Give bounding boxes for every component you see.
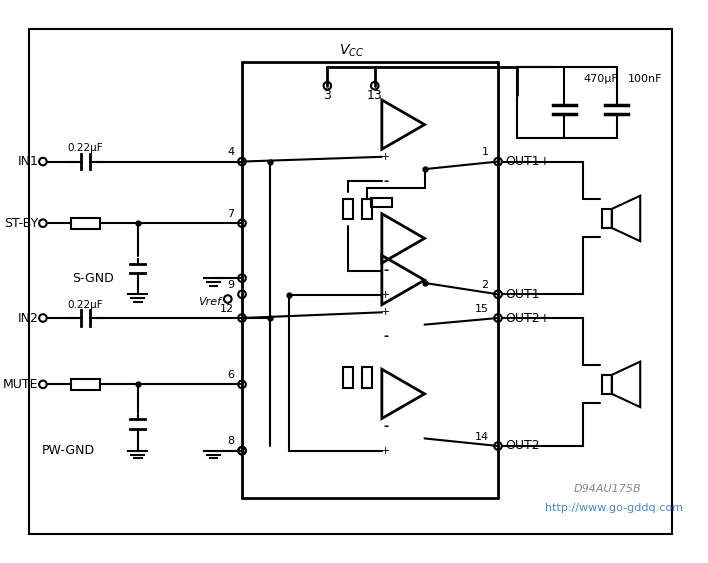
Text: D94AU175B: D94AU175B xyxy=(574,484,641,494)
Text: +: + xyxy=(381,291,390,300)
Text: 9: 9 xyxy=(227,280,234,290)
Text: IN2: IN2 xyxy=(17,311,38,324)
Text: $V_{CC}$: $V_{CC}$ xyxy=(338,42,364,59)
Text: 15: 15 xyxy=(474,303,489,314)
Text: OUT2+: OUT2+ xyxy=(506,311,551,324)
Bar xyxy=(343,367,353,388)
Text: Vref: Vref xyxy=(198,297,221,307)
Text: -: - xyxy=(383,419,388,432)
Bar xyxy=(72,379,100,390)
Text: 0.22μF: 0.22μF xyxy=(68,300,103,310)
Text: ST-BY: ST-BY xyxy=(4,217,38,230)
Text: 8: 8 xyxy=(227,436,234,446)
Text: 12: 12 xyxy=(220,303,234,314)
Bar xyxy=(362,367,372,388)
Text: 6: 6 xyxy=(227,370,234,380)
Text: OUT1+: OUT1+ xyxy=(506,155,551,168)
Bar xyxy=(362,199,372,220)
Text: +: + xyxy=(381,152,390,162)
Bar xyxy=(603,375,612,394)
Text: OUT2-: OUT2- xyxy=(506,440,544,453)
Bar xyxy=(371,198,392,207)
Text: 2: 2 xyxy=(481,280,489,290)
Text: 0.22μF: 0.22μF xyxy=(68,144,103,153)
Text: MUTE: MUTE xyxy=(3,378,38,391)
Text: S-GND: S-GND xyxy=(72,272,114,285)
Text: -: - xyxy=(383,264,388,277)
Bar xyxy=(603,209,612,228)
Text: -: - xyxy=(383,175,388,188)
Text: 7: 7 xyxy=(227,209,234,218)
Bar xyxy=(72,217,100,229)
Text: +: + xyxy=(381,307,390,318)
Text: 13: 13 xyxy=(367,89,382,102)
Text: 100nF: 100nF xyxy=(628,74,663,84)
Text: IN1: IN1 xyxy=(17,155,38,168)
Text: 14: 14 xyxy=(474,431,489,441)
Text: -: - xyxy=(383,330,388,343)
Text: OUT1-: OUT1- xyxy=(506,288,544,301)
Text: 1: 1 xyxy=(481,147,489,157)
Text: 3: 3 xyxy=(324,89,331,102)
Text: +: + xyxy=(381,446,390,455)
Text: PW-GND: PW-GND xyxy=(42,444,95,457)
Text: 470μF: 470μF xyxy=(583,74,618,84)
Text: 4: 4 xyxy=(227,147,234,157)
Text: http://www.go-gddq.com: http://www.go-gddq.com xyxy=(545,503,683,513)
Bar xyxy=(343,199,353,220)
